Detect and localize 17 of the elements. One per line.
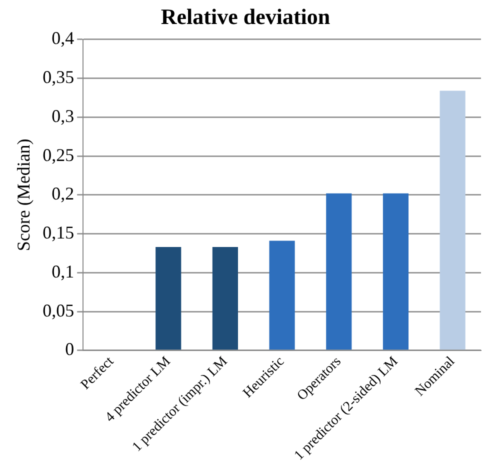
y-tick-label: 0,4 [52, 28, 74, 48]
y-tick-label: 0,25 [42, 144, 74, 165]
chart-title: Relative deviation [160, 4, 330, 29]
y-tick-label: 0,1 [52, 261, 74, 282]
y-tick-label: 0,15 [42, 222, 74, 243]
bar [326, 193, 352, 350]
y-tick-label: 0,3 [52, 106, 74, 126]
bar [269, 240, 295, 350]
y-axis-title: Score (Median) [14, 138, 34, 252]
bar [156, 247, 182, 350]
bar [212, 247, 238, 350]
y-tick-label: 0,35 [42, 67, 74, 88]
bar [440, 90, 466, 350]
y-tick-label: 0 [65, 339, 74, 360]
y-tick-label: 0,2 [52, 184, 74, 204]
y-tick-label: 0,05 [42, 300, 74, 320]
bar [382, 193, 409, 350]
